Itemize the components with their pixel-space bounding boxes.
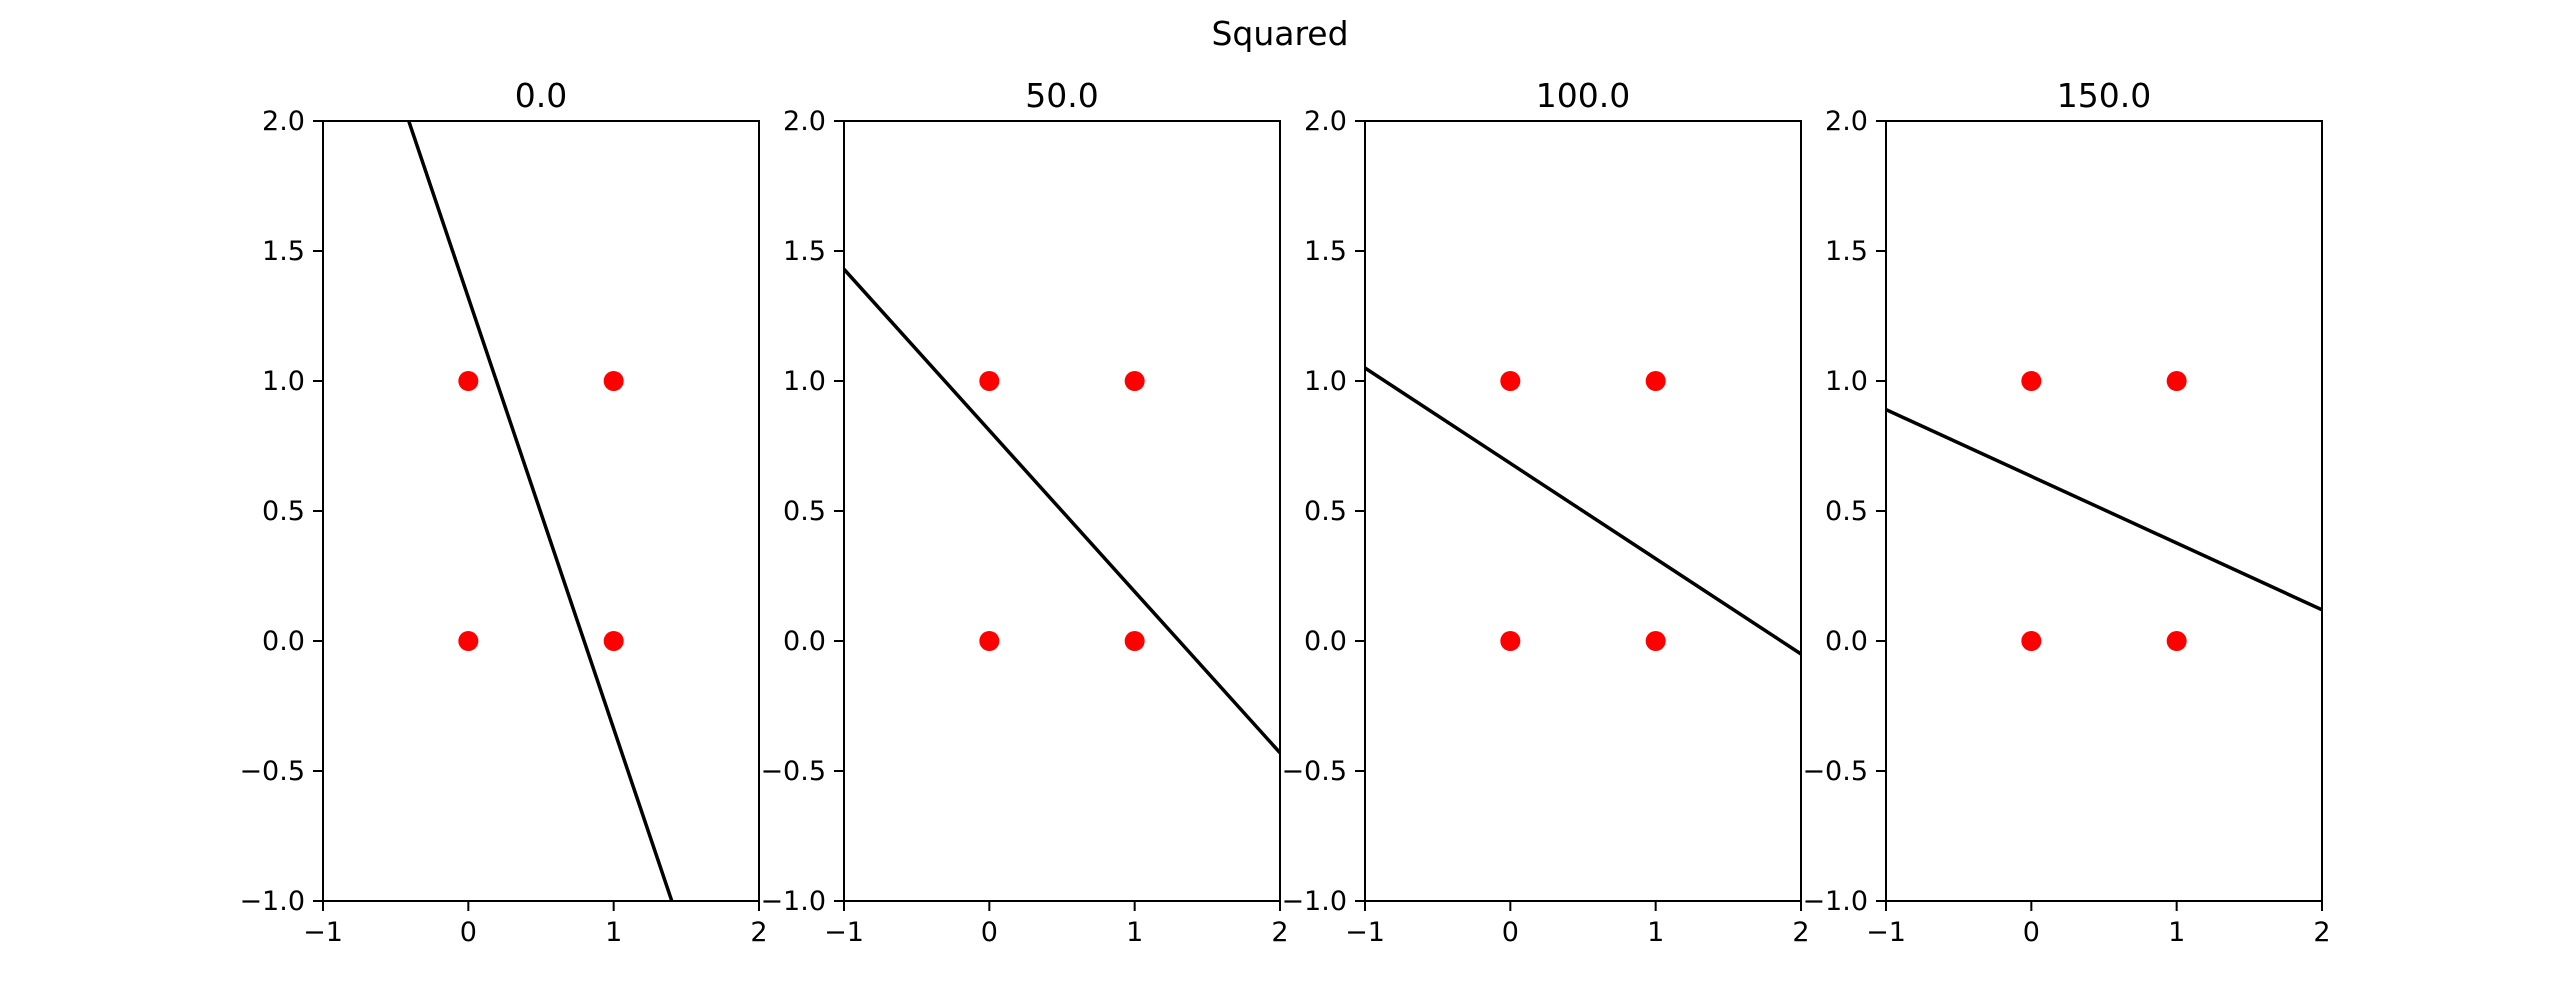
data-point <box>979 631 1000 651</box>
y-tick-label: −1.0 <box>1281 886 1347 917</box>
x-tick-label: −1 <box>303 917 343 948</box>
y-tick-label: 0.5 <box>1304 496 1347 527</box>
data-point <box>1645 371 1666 391</box>
y-tick-label: 1.5 <box>1304 236 1347 267</box>
data-point <box>1645 631 1666 651</box>
x-tick-label: 2 <box>1271 917 1288 948</box>
data-point <box>2166 631 2187 651</box>
subplot-1: −1 0 1 2 −1.0 −0.5 0.0 0.5 1.0 1.5 2.0 50.0 <box>760 76 1288 948</box>
plot-area <box>844 268 1280 754</box>
y-tick-label: −0.5 <box>760 756 826 787</box>
y-tick-label: −0.5 <box>1281 756 1347 787</box>
x-tick-label: 2 <box>1792 917 1809 948</box>
data-point <box>458 371 479 391</box>
y-tick-label: 2.0 <box>1825 106 1868 137</box>
y-tick-label: 1.0 <box>1825 366 1868 397</box>
decision-line <box>407 121 674 901</box>
subplot-title: 100.0 <box>1536 76 1630 115</box>
subplot-title: 0.0 <box>515 76 567 115</box>
y-tick-label: 1.5 <box>262 236 305 267</box>
data-point <box>2021 631 2042 651</box>
y-tick-label: 0.0 <box>262 626 305 657</box>
decision-line <box>844 268 1280 754</box>
subplot-2: −1 0 1 2 −1.0 −0.5 0.0 0.5 1.0 1.5 2.0 100.0 <box>1281 76 1809 948</box>
subplot-title: 50.0 <box>1025 76 1098 115</box>
y-tick-label: 0.5 <box>783 496 826 527</box>
subplot-grid: −1 0 1 2−1.0−0.50.00.51.01.52.00.0−1 0 1 2−1.0… <box>239 76 2330 948</box>
x-tick-label: 2 <box>750 917 767 948</box>
y-tick-label: −0.5 <box>1802 756 1868 787</box>
decision-line <box>1886 408 2322 612</box>
x-tick-label: −1 <box>1866 917 1906 948</box>
data-point <box>458 631 479 651</box>
y-tick-label: −1.0 <box>760 886 826 917</box>
x-tick-label: 1 <box>1647 917 1664 948</box>
subplot-title: 150.0 <box>2057 76 2151 115</box>
x-tick-label: 0 <box>460 917 477 948</box>
y-tick-label: 1.0 <box>1304 366 1347 397</box>
subplot-0: −1 0 1 2 −1.0 −0.5 0.0 0.5 1.0 1.5 2.0 0.0 <box>239 76 767 948</box>
y-tick-label: 0.0 <box>783 626 826 657</box>
x-tick-label: 1 <box>1126 917 1143 948</box>
data-point <box>603 371 624 391</box>
plot-area <box>407 121 674 901</box>
x-tick-label: −1 <box>1345 917 1385 948</box>
data-point <box>603 631 624 651</box>
y-tick-label: 2.0 <box>1304 106 1347 137</box>
data-point <box>2021 371 2042 391</box>
x-tick-label: 2 <box>2313 917 2330 948</box>
y-tick-label: 0.0 <box>1825 626 1868 657</box>
subplot-3: −1 0 1 2 −1.0 −0.5 0.0 0.5 1.0 1.5 2.0 150.0 <box>1802 76 2330 948</box>
y-tick-label: 1.5 <box>1825 236 1868 267</box>
y-tick-label: 2.0 <box>783 106 826 137</box>
y-tick-label: 1.5 <box>783 236 826 267</box>
figure-title: Squared <box>1211 14 1348 53</box>
x-tick-label: 0 <box>2023 917 2040 948</box>
plot-area <box>1365 366 1801 656</box>
y-tick-label: −0.5 <box>239 756 305 787</box>
y-tick-label: −1.0 <box>239 886 305 917</box>
y-tick-label: 0.5 <box>1825 496 1868 527</box>
data-point <box>1124 631 1145 651</box>
data-point <box>979 371 1000 391</box>
x-tick-label: −1 <box>824 917 864 948</box>
y-tick-label: 0.5 <box>262 496 305 527</box>
data-point <box>1500 371 1521 391</box>
x-tick-label: 0 <box>1502 917 1519 948</box>
decision-line <box>1365 366 1801 656</box>
x-tick-label: 1 <box>2168 917 2185 948</box>
x-tick-label: 1 <box>605 917 622 948</box>
y-tick-label: 1.0 <box>783 366 826 397</box>
y-tick-label: 0.0 <box>1304 626 1347 657</box>
y-tick-label: −1.0 <box>1802 886 1868 917</box>
data-point <box>1500 631 1521 651</box>
y-tick-label: 2.0 <box>262 106 305 137</box>
x-tick-label: 0 <box>981 917 998 948</box>
data-point <box>1124 371 1145 391</box>
data-point <box>2166 371 2187 391</box>
y-tick-label: 1.0 <box>262 366 305 397</box>
plot-area <box>1886 371 2322 651</box>
